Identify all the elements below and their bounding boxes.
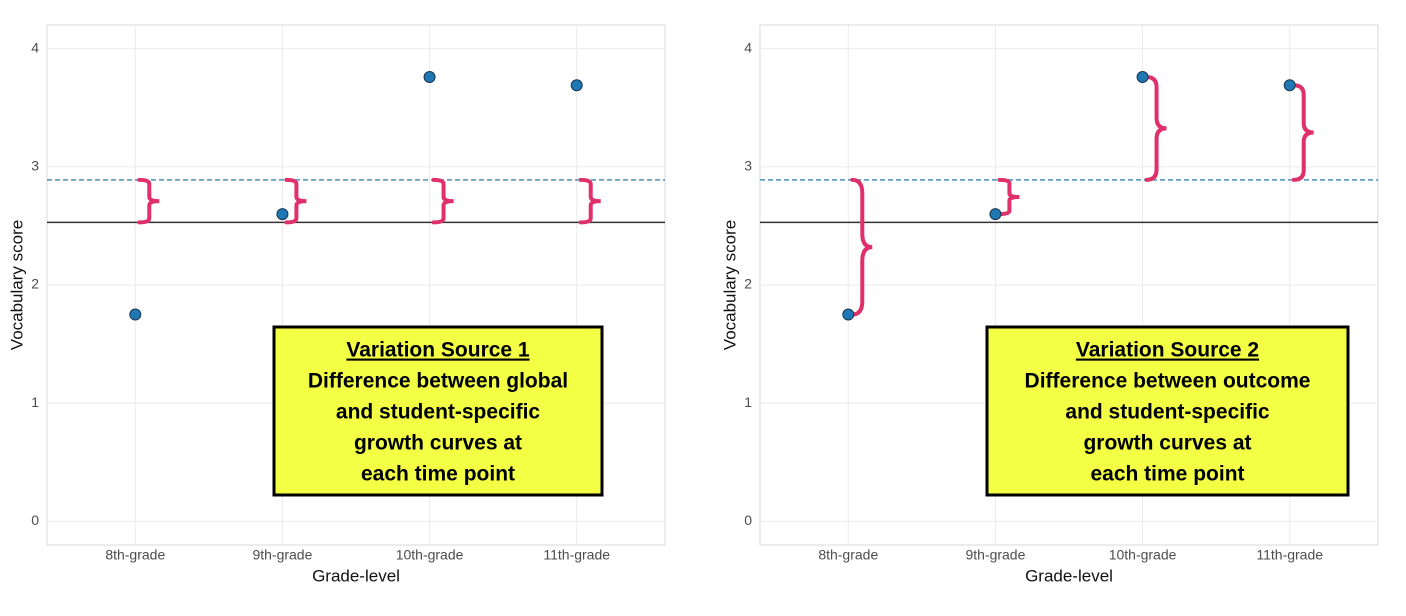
annotation-title: Variation Source 1 xyxy=(346,339,530,362)
y-tick-label: 0 xyxy=(31,512,39,528)
annotation-box xyxy=(985,325,1350,497)
point xyxy=(1136,71,1149,83)
x-tick-label: 11th-grade xyxy=(1256,547,1323,563)
x-tick-label: 10th-grade xyxy=(396,547,464,563)
y-tick-label: 0 xyxy=(744,512,752,528)
brace xyxy=(1144,75,1167,182)
y-tick-label: 2 xyxy=(31,276,39,292)
brace xyxy=(431,177,454,225)
x-tick-label: 8th-grade xyxy=(105,547,165,563)
y-tick-label: 3 xyxy=(31,158,39,174)
y-tick-label: 2 xyxy=(744,276,752,292)
y-tick-label: 3 xyxy=(744,158,752,174)
y-tick-label: 4 xyxy=(744,39,752,55)
y-axis-title: Vocabulary score xyxy=(720,220,739,350)
x-tick-label: 11th-grade xyxy=(543,547,610,563)
brace xyxy=(997,177,1020,217)
y-axis-title: Vocabulary score xyxy=(7,220,26,350)
y-tick-label: 4 xyxy=(31,39,39,55)
annotation-line: growth curves at xyxy=(354,432,522,455)
x-axis-title: Grade-level xyxy=(312,566,400,585)
y-tick-label: 1 xyxy=(31,394,39,410)
annotation-line: growth curves at xyxy=(1083,432,1251,455)
annotation-line: each time point xyxy=(1090,463,1244,486)
brace xyxy=(578,177,601,225)
brace xyxy=(284,177,307,225)
x-tick-label: 10th-grade xyxy=(1109,547,1177,563)
point xyxy=(989,208,1002,221)
brace xyxy=(1291,83,1314,182)
chart-panel: 0 1 2 3 4 8th-grade 9th-grade 10th-grade 11th-gr… xyxy=(7,24,666,585)
point xyxy=(276,208,289,221)
annotation-line: and student-specific xyxy=(336,401,541,424)
point xyxy=(842,308,855,321)
point xyxy=(1283,79,1296,92)
chart-panel: 0 1 2 3 4 8th-grade 9th-grade 10th-grade 11th-gr… xyxy=(720,24,1379,585)
annotation-title: Variation Source 2 xyxy=(1076,339,1259,362)
x-axis-title: Grade-level xyxy=(1025,566,1113,585)
y-tick-label: 1 xyxy=(744,394,752,410)
annotation-line: Difference between global xyxy=(308,370,568,393)
point xyxy=(423,71,436,83)
point xyxy=(129,308,142,321)
x-tick-label: 9th-grade xyxy=(965,547,1025,563)
annotation-line: each time point xyxy=(361,463,515,486)
x-tick-label: 8th-grade xyxy=(818,547,878,563)
annotation-line: Difference between outcome xyxy=(1025,370,1311,393)
x-tick-label: 9th-grade xyxy=(252,547,312,563)
annotation-line: and student-specific xyxy=(1065,401,1270,424)
annotation-box xyxy=(272,325,604,497)
brace xyxy=(850,177,873,317)
point xyxy=(570,79,583,92)
brace xyxy=(137,177,160,225)
